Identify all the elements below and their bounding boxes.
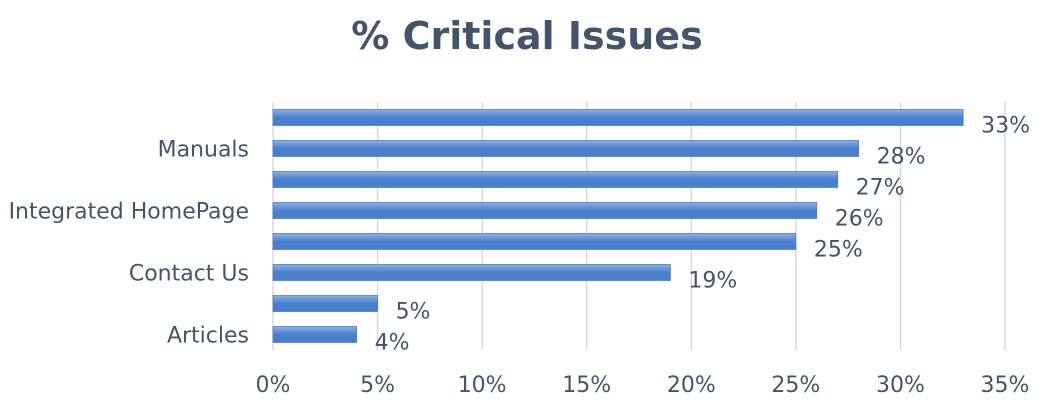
data-label: 4% — [375, 331, 410, 356]
data-label: 28% — [877, 145, 926, 170]
bar — [272, 326, 358, 343]
bar — [272, 233, 797, 250]
data-label: 26% — [835, 207, 884, 232]
bar — [272, 295, 378, 312]
x-tick-label: 25% — [771, 373, 820, 398]
bar — [272, 202, 818, 219]
category-label: Articles — [167, 324, 249, 349]
x-axis-tick-labels: 0% 5% 10% 15% 20% 25% 30% 35% — [256, 373, 1030, 398]
x-tick-label: 5% — [360, 373, 395, 398]
x-tick-label: 20% — [667, 373, 716, 398]
data-labels: 4% 5% 19% 25% 26% 27% 28% 33% — [375, 114, 1030, 356]
data-label: 27% — [856, 176, 905, 201]
category-labels: Articles Contact Us Integrated HomePage Man… — [9, 138, 249, 349]
x-tick-label: 30% — [876, 373, 925, 398]
category-label: Contact Us — [129, 262, 249, 287]
x-tick-label: 0% — [256, 373, 291, 398]
chart-title: % Critical Issues — [351, 14, 703, 58]
category-label: Manuals — [158, 138, 249, 163]
bar — [272, 264, 671, 281]
x-tick-label: 10% — [458, 373, 507, 398]
data-label: 25% — [814, 238, 863, 263]
bars — [272, 109, 964, 343]
gridlines — [272, 102, 1006, 350]
data-label: 19% — [688, 269, 737, 294]
data-label: 5% — [396, 300, 431, 325]
category-label: Integrated HomePage — [9, 200, 249, 225]
bar — [272, 171, 839, 188]
x-tick-label: 15% — [562, 373, 611, 398]
data-label: 33% — [981, 114, 1030, 139]
bar — [272, 109, 964, 126]
x-tick-label: 35% — [981, 373, 1030, 398]
bar — [272, 140, 859, 157]
